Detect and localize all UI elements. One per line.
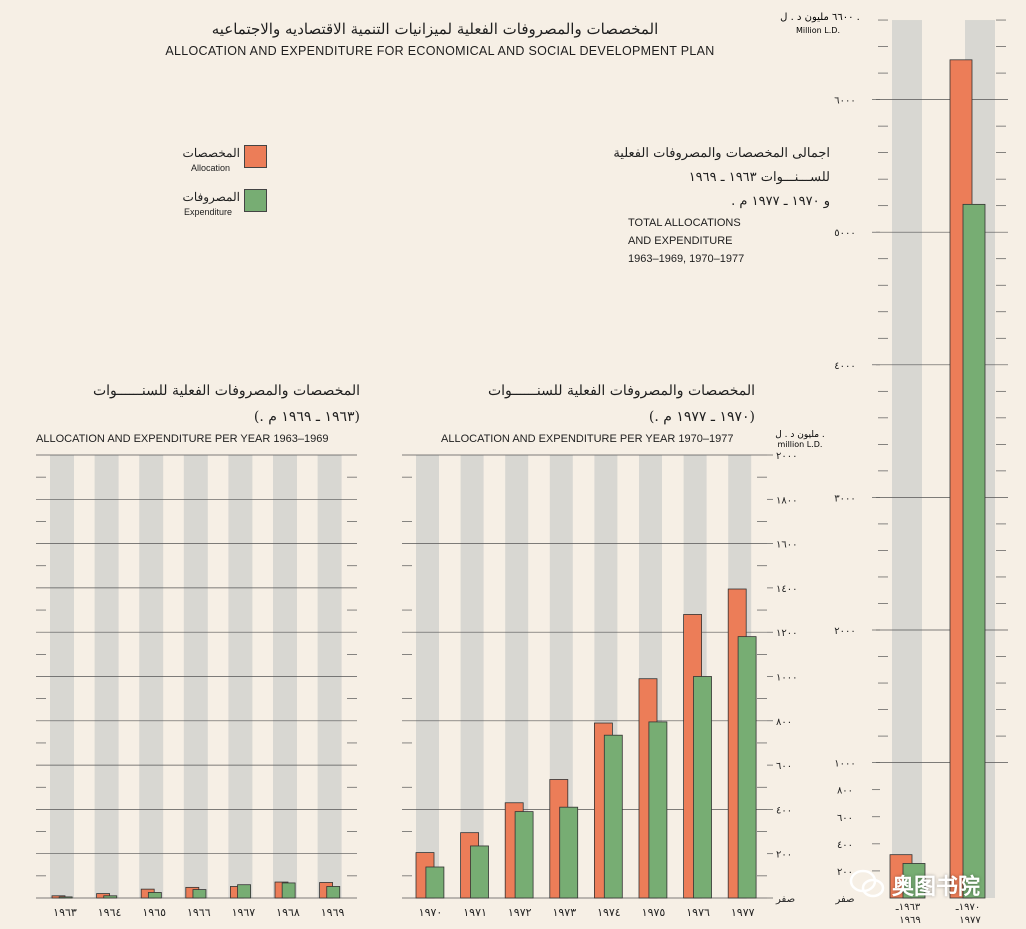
- x-tick-label: ١٩٦٥: [142, 906, 166, 919]
- y-tick-label: صفر: [834, 894, 854, 905]
- x-tick-label: ١٩٦٩: [321, 906, 345, 919]
- x-tick-label: ١٩٦٤: [98, 906, 122, 919]
- y-tick-label: ٢٠٠٠: [834, 626, 855, 637]
- bar-expenditure: [470, 845, 489, 899]
- column-stripe: [460, 455, 484, 898]
- totals-caption-arabic-line1: اجمالى المخصصات والمصروفات الفعلية: [613, 146, 830, 161]
- totals-caption-english-line3: 1963–1969, 1970–1977: [628, 253, 745, 265]
- bar-expenditure: [559, 806, 579, 899]
- y-tick-label: صفر: [775, 894, 795, 905]
- totals-caption-arabic-line3: و ١٩٧٠ ـ ١٩٧٧ م .: [731, 194, 830, 209]
- legend-expenditure-swatch: [244, 189, 267, 212]
- x-tick-label: ١٩٦٨: [276, 906, 300, 919]
- y-tick-label: ٨٠٠: [837, 786, 853, 797]
- panel-1970-title-arabic-line1: المخصصات والمصروفات الفعلية للسنــــــوا…: [487, 383, 755, 399]
- bar-expenditure: [603, 734, 623, 899]
- y-tick-label: ١٢٠٠: [776, 628, 797, 639]
- bar-expenditure: [648, 721, 668, 899]
- panel-1970-title-arabic: المخصصات والمصروفات الفعلية للسنــــــوا…: [410, 378, 755, 430]
- y-tick-label: ٦٠٠٠: [834, 96, 855, 107]
- y-tick-label: ١٨٠٠: [776, 495, 797, 506]
- y-tick-label: ١٠٠٠: [834, 759, 855, 770]
- y-tick-label: ٤٠٠٠: [834, 361, 855, 372]
- y-tick-label: ٢٠٠: [776, 850, 792, 861]
- x-tick-label: ١٩٧٣: [552, 906, 576, 919]
- bar-expenditure: [737, 636, 757, 899]
- totals-caption-arabic-line2: للســـنـــوات ١٩٦٣ ـ ١٩٦٩: [688, 170, 830, 185]
- totals-caption-english-line2: AND EXPENDITURE: [628, 235, 733, 247]
- y-tick-label: ١٦٠٠: [776, 540, 797, 551]
- column-stripe: [892, 20, 922, 899]
- column-stripe: [505, 455, 529, 898]
- y-tick-label: ٣٠٠٠: [834, 493, 855, 504]
- y-tick-label: ٤٠٠: [837, 840, 853, 851]
- main-title-english: ALLOCATION AND EXPENDITURE FOR ECONOMICA…: [165, 44, 715, 58]
- bar-expenditure: [58, 896, 73, 899]
- x-tick-label: ١٩٧٠ـ: [955, 902, 980, 913]
- x-tick-label: ١٩٧١: [463, 906, 487, 919]
- wechat-logo-icon: [849, 869, 885, 898]
- bar-expenditure: [902, 863, 926, 899]
- x-tick-label: ١٩٧٦: [686, 906, 710, 919]
- x-tick-label: ١٩٧٢: [508, 906, 532, 919]
- yearly-axis-unit-arabic: مليون د . ل .: [775, 430, 825, 440]
- watermark-text: 奥图书院: [892, 875, 981, 900]
- bar-expenditure: [281, 882, 296, 899]
- bar-expenditure: [514, 811, 534, 899]
- legend-allocation-swatch: [244, 145, 267, 168]
- panel-totals: [872, 19, 1008, 899]
- y-tick-label: ٦٠٠: [837, 813, 853, 824]
- total-axis-unit-arabic: ٦٦٠٠ مليون د . ل .: [780, 12, 860, 23]
- y-tick-label: ٥٠٠٠: [834, 228, 855, 239]
- bar-expenditure: [425, 866, 445, 899]
- bar-expenditure: [237, 884, 251, 899]
- x-tick-label: ١٩٧٤: [597, 906, 621, 919]
- x-tick-label: ١٩٧٠: [419, 906, 443, 919]
- yearly-axis-unit-english: million L.D.: [778, 440, 823, 449]
- bar-expenditure: [192, 889, 207, 899]
- panel-1963-title-english: ALLOCATION AND EXPENDITURE PER YEAR 1963…: [36, 433, 329, 445]
- bar-expenditure: [962, 203, 986, 899]
- y-tick-label: ٢٠٠: [837, 867, 853, 878]
- bar-expenditure: [693, 676, 712, 899]
- legend: المخصصات Allocation المصروفات Expenditur…: [160, 142, 270, 222]
- bar-expenditure: [326, 886, 341, 899]
- x-tick-label: ١٩٦٣ـ: [895, 902, 921, 913]
- x-tick-label: ١٩٧٥: [642, 906, 666, 919]
- totals-caption-arabic: اجمالى المخصصات والمصروفات الفعلية للســ…: [540, 142, 830, 214]
- x-tick-label: ١٩٦٦: [187, 906, 211, 919]
- panel-1970-title-arabic-line2: (١٩٧٠ ـ ١٩٧٧ م .): [648, 409, 755, 425]
- legend-expenditure-english: Expenditure: [183, 207, 232, 217]
- legend-expenditure-arabic: المصروفات: [182, 190, 240, 204]
- legend-allocation-arabic: المخصصات: [182, 146, 240, 160]
- y-tick-label: ١٠٠٠: [776, 673, 797, 684]
- x-tick-label: ١٩٦٧: [232, 906, 256, 919]
- y-tick-label: ١٤٠٠: [776, 584, 797, 595]
- totals-caption-english-line1: TOTAL ALLOCATIONS: [628, 217, 741, 229]
- bar-expenditure: [147, 892, 162, 899]
- main-title-arabic: المخصصات والمصروفات الفعلية لميزانيات ال…: [211, 20, 659, 38]
- y-tick-label: ٦٠٠: [776, 761, 792, 772]
- x-tick-label: ١٩٦٣: [53, 906, 77, 919]
- watermark: 奥图书院: [848, 866, 998, 902]
- bar-expenditure: [103, 895, 118, 899]
- panel-1963-title-arabic-line2: (١٩٦٣ ـ ١٩٦٩ م .): [253, 409, 360, 425]
- column-stripe: [416, 455, 439, 898]
- total-axis-unit-english: Million L.D.: [796, 26, 840, 35]
- panel-1970-title-english: ALLOCATION AND EXPENDITURE PER YEAR 1970…: [441, 433, 734, 445]
- panel-yearly_1963_1969: [36, 454, 357, 899]
- x-tick-label-line2: ١٩٧٧: [959, 915, 981, 926]
- y-tick-label: ٢٠٠٠: [776, 451, 797, 462]
- panel-1963-title-arabic-line1: المخصصات والمصروفات الفعلية للسنــــــوا…: [92, 383, 360, 399]
- panel-yearly_1970_1977: [402, 454, 773, 899]
- x-tick-label-line2: ١٩٦٩: [899, 915, 920, 926]
- panel-1963-title-arabic: المخصصات والمصروفات الفعلية للسنــــــوا…: [20, 378, 360, 430]
- x-tick-label: ١٩٧٧: [731, 906, 755, 919]
- y-tick-label: ٨٠٠: [776, 717, 792, 728]
- y-tick-label: ٤٠٠: [776, 805, 792, 816]
- legend-allocation-english: Allocation: [190, 163, 230, 173]
- totals-caption-english: TOTAL ALLOCATIONS AND EXPENDITURE 1963–1…: [628, 214, 744, 268]
